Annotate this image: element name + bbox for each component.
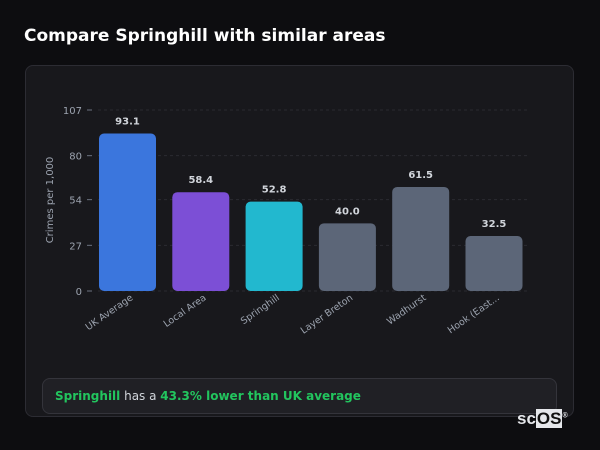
y-tick-label: 27 <box>69 241 82 252</box>
y-tick-label: 54 <box>69 196 82 207</box>
y-tick-label: 80 <box>69 152 82 163</box>
x-tick-label: Wadhurst <box>385 292 429 327</box>
bar[interactable] <box>465 236 523 291</box>
data-label: 40.0 <box>335 206 360 217</box>
x-tick-label: Layer Breton <box>299 292 355 336</box>
bar[interactable] <box>318 223 376 291</box>
x-tick-label: Springhill <box>239 292 282 327</box>
summary-area: Springhill <box>55 389 121 403</box>
x-tick-label: Local Area <box>162 292 209 329</box>
data-label: 93.1 <box>115 117 140 128</box>
summary-box: Springhill has a 43.3% lower than UK ave… <box>42 378 557 414</box>
page-title: Compare Springhill with similar areas <box>24 26 386 46</box>
x-tick-label: Hook (East... <box>446 292 502 336</box>
bar[interactable] <box>245 201 303 291</box>
data-label: 52.8 <box>262 185 287 196</box>
data-label: 32.5 <box>482 219 507 230</box>
data-label: 61.5 <box>408 170 433 181</box>
x-tick-label: UK Average <box>84 292 136 333</box>
y-axis-label: Crimes per 1,000 <box>45 157 56 244</box>
summary-highlight: 43.3% lower than UK average <box>160 389 361 403</box>
y-tick-label: 107 <box>63 106 82 117</box>
y-tick-label: 0 <box>76 287 82 298</box>
data-label: 58.4 <box>188 175 213 186</box>
bar[interactable] <box>392 186 450 291</box>
logo: scOS® <box>517 409 568 428</box>
bar[interactable] <box>99 133 156 291</box>
bar[interactable] <box>172 192 230 291</box>
summary-text: has a <box>120 389 161 403</box>
